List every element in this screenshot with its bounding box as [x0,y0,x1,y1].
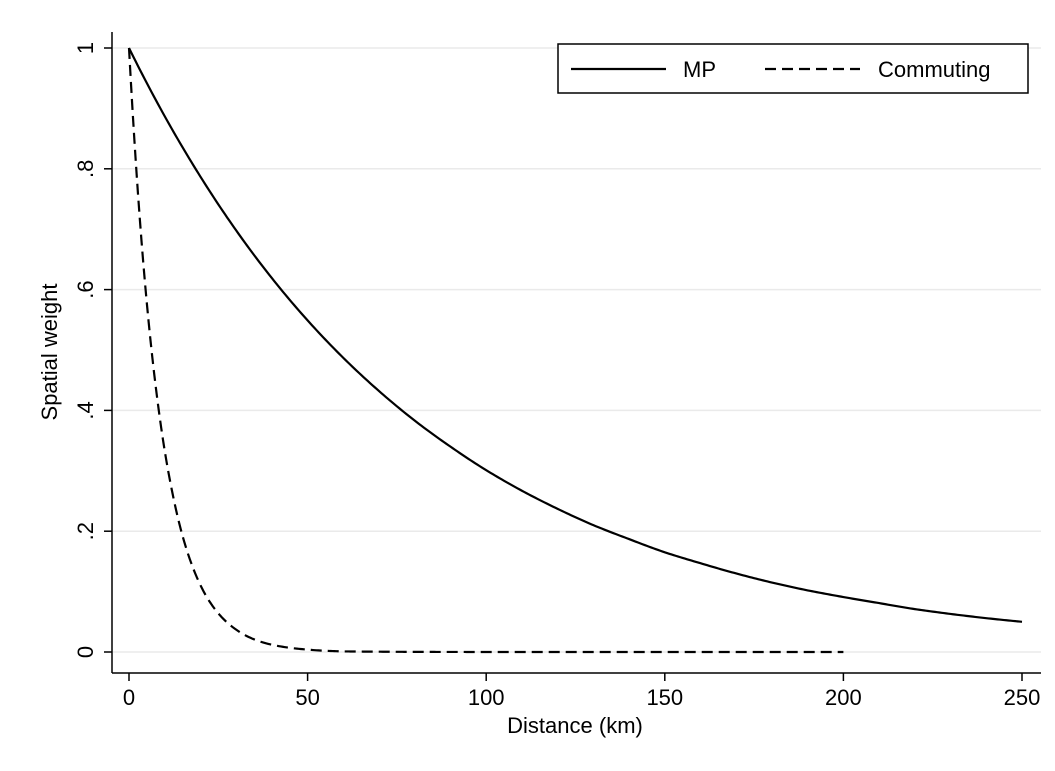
x-tick-label: 0 [123,685,135,710]
y-axis-title: Spatial weight [37,284,62,421]
series-line-commuting [127,47,844,654]
x-tick-label: 50 [295,685,319,710]
x-tick-label: 100 [468,685,505,710]
x-tick-label: 200 [825,685,862,710]
y-tick-label: .2 [73,522,98,540]
series-line-mp [128,47,1023,623]
y-tick-label: .6 [73,280,98,298]
legend-label-commuting: Commuting [878,57,990,82]
plot-area [112,32,1041,673]
y-tick-label: .4 [73,401,98,419]
y-tick-label: 1 [73,42,98,54]
y-ticks: 0 .2 .4 .6 .8 1 [73,42,112,658]
axes [111,32,1041,674]
legend: MP Commuting [557,43,1029,94]
x-tick-label: 150 [646,685,683,710]
series-layer [127,47,1023,654]
legend-label-mp: MP [683,57,716,82]
y-tick-label: .8 [73,160,98,178]
x-ticks: 0 50 100 150 200 250 [123,673,1040,710]
x-tick-label: 250 [1004,685,1041,710]
y-tick-label: 0 [73,646,98,658]
x-axis-title: Distance (km) [507,713,643,738]
